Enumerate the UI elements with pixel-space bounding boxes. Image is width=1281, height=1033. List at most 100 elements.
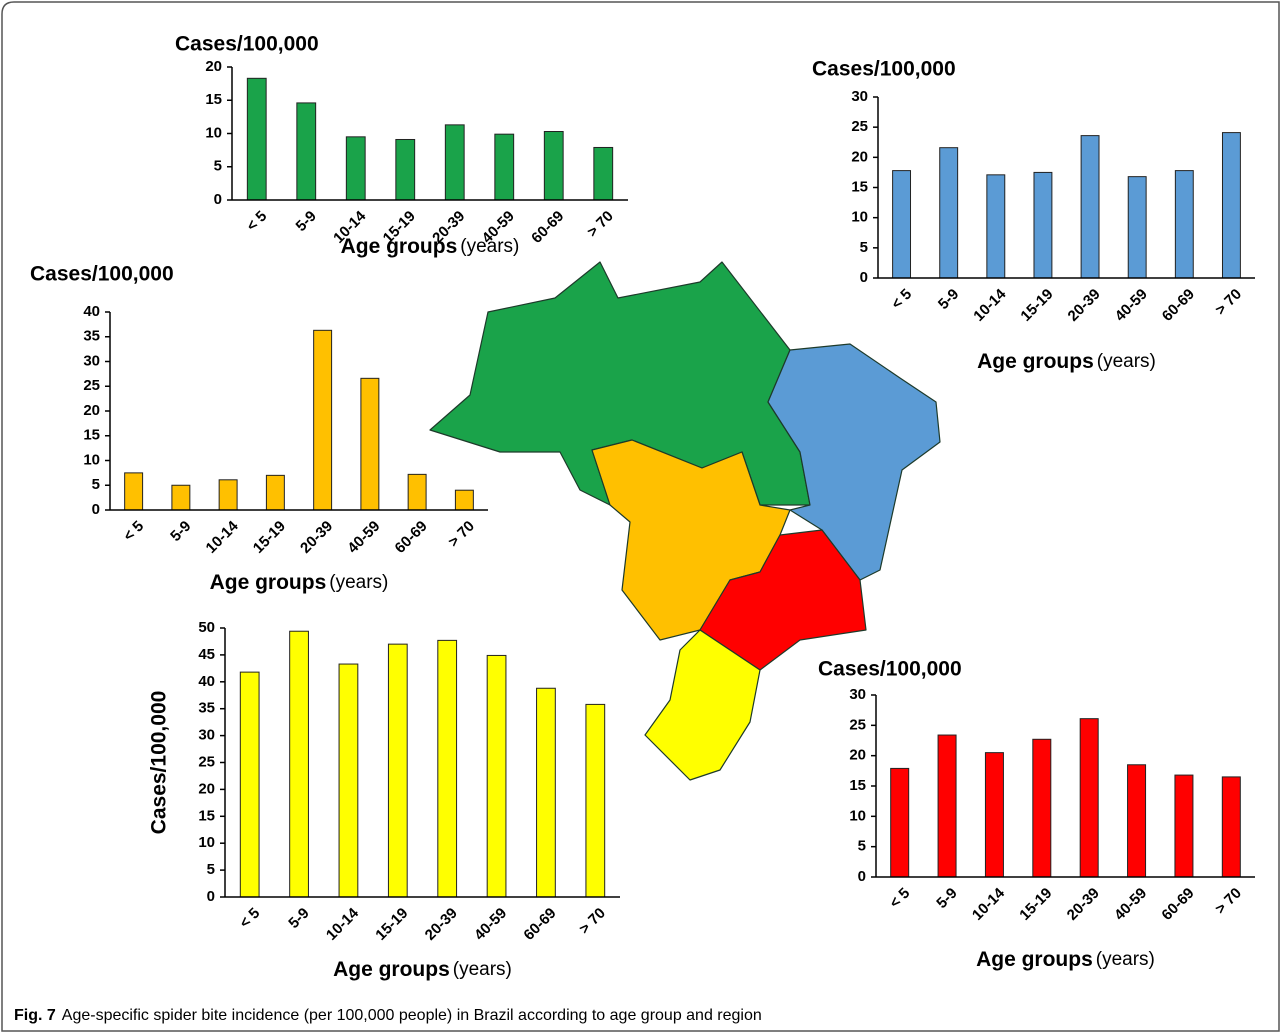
y-tick-label: 10 <box>849 807 866 824</box>
x-tick-label: 15-19 <box>1016 885 1055 924</box>
y-tick-label: 30 <box>83 352 100 369</box>
bar <box>986 174 1006 279</box>
x-tick-label: > 70 <box>576 905 609 938</box>
x-axis-label: Age groups (years) <box>977 350 1156 373</box>
bar <box>1032 738 1052 878</box>
x-tick-label: 15-19 <box>250 518 289 557</box>
bar <box>239 671 260 898</box>
bar <box>437 639 458 898</box>
x-axis-label-unit: (years) <box>1097 351 1156 372</box>
chart-title: Cases/100,000 <box>175 33 319 56</box>
y-tick-label: 5 <box>92 476 100 493</box>
y-tick-label: 40 <box>198 673 215 690</box>
bar <box>1080 135 1100 279</box>
x-axis-label-unit: (years) <box>453 959 512 980</box>
bar <box>171 484 191 511</box>
y-tick-label: 20 <box>851 148 868 165</box>
y-tick-label: 10 <box>851 209 868 226</box>
x-tick-label: < 5 <box>236 905 263 932</box>
x-tick-label: 60-69 <box>528 208 567 247</box>
bar <box>387 643 408 898</box>
bar <box>593 146 614 201</box>
x-tick-label: 40-59 <box>1111 885 1150 924</box>
chart-title: Cases/100,000 <box>812 58 956 81</box>
x-tick-label: 10-14 <box>970 285 1010 325</box>
x-tick-label: 20-39 <box>297 518 336 557</box>
x-tick-label: 20-39 <box>1064 885 1103 924</box>
bar <box>486 654 507 898</box>
y-tick-label: 5 <box>214 158 222 175</box>
x-tick-label: < 5 <box>888 286 915 313</box>
x-tick-label: 60-69 <box>392 518 431 557</box>
x-tick-label: 15-19 <box>1017 286 1056 325</box>
northeast-region <box>767 343 941 581</box>
y-tick-label: 20 <box>205 58 222 75</box>
bar <box>338 663 359 898</box>
x-tick-label: 5-9 <box>933 885 960 912</box>
y-tick-label: 0 <box>207 888 215 905</box>
caption: Fig. 7 Age-specific spider bite incidence… <box>14 1007 762 1024</box>
caption-text: Age-specific spider bite incidence (per … <box>62 1007 762 1024</box>
x-tick-label: 10-14 <box>969 884 1009 924</box>
x-axis-label: Age groups (years) <box>210 571 389 594</box>
y-tick-label: 15 <box>83 427 100 444</box>
bar <box>939 147 959 279</box>
bar <box>345 136 366 201</box>
x-tick-label: 60-69 <box>520 905 559 944</box>
y-tick-label: 5 <box>860 239 868 256</box>
x-tick-label: 15-19 <box>372 905 411 944</box>
y-tick-label: 30 <box>849 686 866 703</box>
y-tick-label: 45 <box>198 646 215 663</box>
bar <box>454 489 474 511</box>
x-tick-label: > 70 <box>1212 885 1245 918</box>
x-tick-label: < 5 <box>886 885 913 912</box>
x-tick-label: 40-59 <box>1112 286 1151 325</box>
bar <box>892 170 912 279</box>
y-tick-label: 35 <box>198 700 215 717</box>
y-tick-label: 15 <box>205 91 222 108</box>
bar <box>536 687 556 898</box>
y-tick-label: 40 <box>83 303 100 320</box>
bar <box>1174 774 1194 878</box>
bar <box>1079 718 1099 878</box>
x-axis-label-unit: (years) <box>1096 949 1155 970</box>
southeast-region <box>699 529 867 671</box>
x-tick-label: 5-9 <box>285 905 312 932</box>
y-tick-label: 25 <box>83 377 100 394</box>
x-axis-label-unit: (years) <box>460 236 519 257</box>
y-tick-label: 25 <box>849 716 866 733</box>
bar <box>360 377 380 511</box>
x-tick-label: < 5 <box>120 518 147 545</box>
x-axis-label-main: Age groups <box>333 958 450 981</box>
y-tick-label: 20 <box>83 402 100 419</box>
bar <box>1127 764 1147 878</box>
x-tick-label: 60-69 <box>1158 885 1197 924</box>
y-tick-label: 10 <box>205 124 222 141</box>
y-tick-label: 25 <box>198 753 215 770</box>
x-tick-label: > 70 <box>445 518 478 551</box>
x-tick-label: 20-39 <box>422 905 461 944</box>
y-tick-label: 30 <box>851 88 868 105</box>
x-tick-label: > 70 <box>1212 286 1245 319</box>
y-axis-label: Cases/100,000 <box>148 691 171 835</box>
bar <box>313 329 333 511</box>
bar <box>124 472 144 511</box>
x-tick-label: 5-9 <box>935 286 962 313</box>
caption-label: Fig. 7 <box>14 1007 56 1024</box>
y-tick-label: 50 <box>198 619 215 636</box>
x-axis-label: Age groups (years) <box>341 235 520 258</box>
x-tick-label: > 70 <box>584 208 617 241</box>
x-tick-label: < 5 <box>243 208 270 235</box>
bar <box>246 77 267 201</box>
y-tick-label: 35 <box>83 328 100 345</box>
chart-title: Cases/100,000 <box>30 263 174 286</box>
y-tick-label: 15 <box>849 777 866 794</box>
bar <box>494 133 515 201</box>
bar <box>1127 176 1147 279</box>
bar <box>890 767 910 878</box>
chart-title: Cases/100,000 <box>818 658 962 681</box>
x-tick-label: 40-59 <box>344 518 383 557</box>
bar <box>1221 776 1241 878</box>
y-tick-label: 5 <box>858 838 866 855</box>
bar <box>1221 132 1241 279</box>
